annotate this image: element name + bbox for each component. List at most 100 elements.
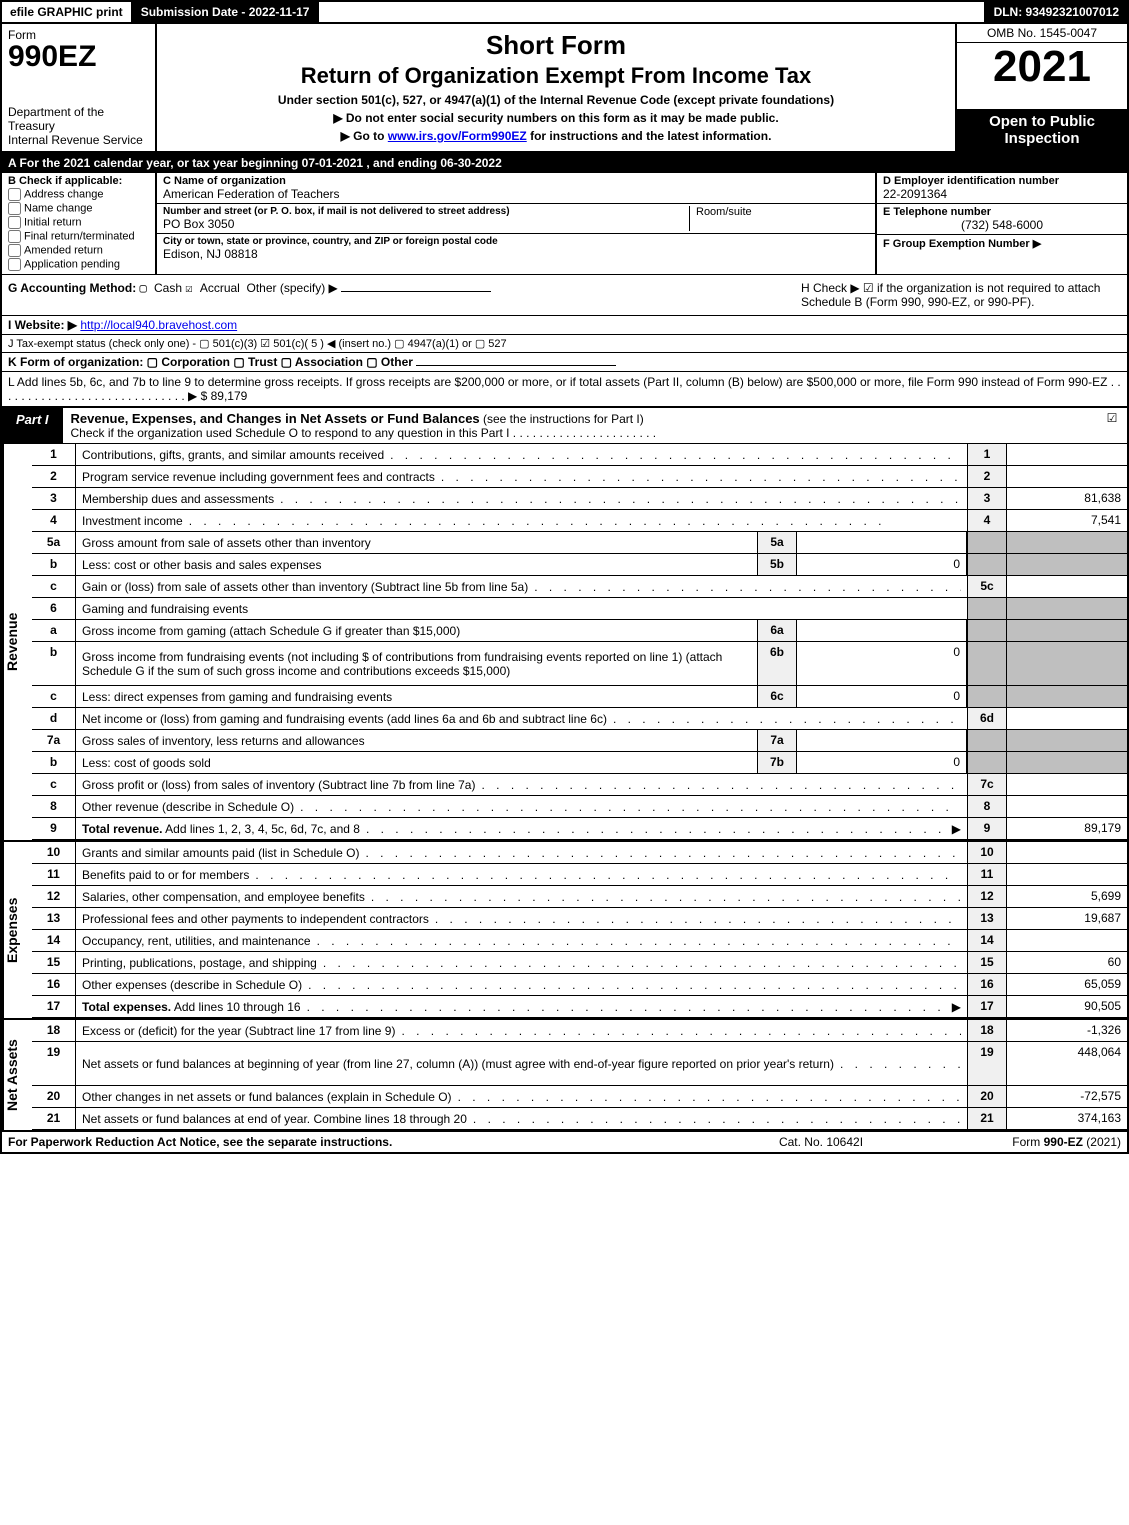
sub-line-number: 6c — [757, 686, 797, 707]
row-number: 3 — [32, 488, 76, 509]
sub-line-number: 7a — [757, 730, 797, 751]
right-line-value — [1007, 686, 1127, 707]
line-h: H Check ▶ ☑ if the organization is not r… — [801, 281, 1121, 309]
right-line-value — [1007, 864, 1127, 885]
right-line-value — [1007, 774, 1127, 795]
right-line-number: 7c — [967, 774, 1007, 795]
row-description: Program service revenue including govern… — [76, 466, 967, 487]
row-description: Total expenses. Add lines 10 through 16.… — [76, 996, 967, 1017]
right-line-number: 13 — [967, 908, 1007, 929]
chk-final-return[interactable]: Final return/terminated — [8, 230, 149, 243]
row-description: Other expenses (describe in Schedule O).… — [76, 974, 967, 995]
line-l-text: L Add lines 5b, 6c, and 7b to line 9 to … — [8, 375, 1121, 403]
right-line-value — [1007, 708, 1127, 729]
irs-link[interactable]: www.irs.gov/Form990EZ — [388, 129, 527, 143]
row-description: Gain or (loss) from sale of assets other… — [76, 576, 967, 597]
right-line-number: 1 — [967, 444, 1007, 465]
right-line-number: 3 — [967, 488, 1007, 509]
org-form-other-input[interactable] — [416, 365, 616, 366]
row-description: Net assets or fund balances at end of ye… — [76, 1108, 967, 1129]
row-number: c — [32, 774, 76, 795]
sub-line-value — [797, 730, 967, 751]
chk-initial-return[interactable]: Initial return — [8, 216, 149, 229]
row-description: Less: direct expenses from gaming and fu… — [76, 686, 757, 707]
sub-line-value: 0 — [797, 752, 967, 773]
row-description: Investment income. . . . . . . . . . . .… — [76, 510, 967, 531]
row-description: Excess or (deficit) for the year (Subtra… — [76, 1020, 967, 1041]
sub-line-number: 5b — [757, 554, 797, 575]
note-goto-pre: ▶ Go to — [341, 129, 388, 143]
line-l-amount: 89,179 — [211, 389, 248, 403]
other-specify: Other (specify) ▶ — [247, 281, 338, 295]
sub-line-value: 0 — [797, 554, 967, 575]
phone-value: (732) 548-6000 — [883, 218, 1121, 232]
right-line-value — [1007, 620, 1127, 641]
website-label: I Website: ▶ — [8, 318, 77, 332]
efile-label[interactable]: efile GRAPHIC print — [2, 2, 133, 22]
other-specify-input[interactable] — [341, 291, 491, 292]
right-line-number: 10 — [967, 842, 1007, 863]
row-description: Professional fees and other payments to … — [76, 908, 967, 929]
right-line-number — [967, 730, 1007, 751]
right-line-number — [967, 620, 1007, 641]
row-description: Other revenue (describe in Schedule O). … — [76, 796, 967, 817]
chk-name-change[interactable]: Name change — [8, 202, 149, 215]
chk-address-change[interactable]: Address change — [8, 188, 149, 201]
right-line-number — [967, 752, 1007, 773]
right-line-number — [967, 554, 1007, 575]
expenses-side-label: Expenses — [2, 842, 32, 1018]
group-exemption-label: F Group Exemption Number ▶ — [883, 237, 1121, 250]
right-line-value: 448,064 — [1007, 1042, 1127, 1085]
row-number: a — [32, 620, 76, 641]
sub-line-number: 6a — [757, 620, 797, 641]
website-link[interactable]: http://local940.bravehost.com — [80, 318, 237, 332]
table-row: 4Investment income. . . . . . . . . . . … — [32, 510, 1127, 532]
right-line-number — [967, 532, 1007, 553]
sub-line-value — [797, 620, 967, 641]
row-number: b — [32, 554, 76, 575]
table-row: dNet income or (loss) from gaming and fu… — [32, 708, 1127, 730]
chk-accrual[interactable]: ☑ — [185, 281, 199, 295]
row-number: 6 — [32, 598, 76, 619]
table-row: 6Gaming and fundraising events — [32, 598, 1127, 620]
sub-line-number: 7b — [757, 752, 797, 773]
org-name: American Federation of Teachers — [163, 187, 869, 201]
right-line-number: 16 — [967, 974, 1007, 995]
submission-date: Submission Date - 2022-11-17 — [133, 2, 320, 22]
right-line-value — [1007, 930, 1127, 951]
right-line-value — [1007, 796, 1127, 817]
part-i-check[interactable]: ☑ — [1097, 408, 1127, 443]
table-row: 5aGross amount from sale of assets other… — [32, 532, 1127, 554]
table-row: 15Printing, publications, postage, and s… — [32, 952, 1127, 974]
right-line-value: 5,699 — [1007, 886, 1127, 907]
city-value: Edison, NJ 08818 — [163, 247, 869, 261]
sub-line-number: 5a — [757, 532, 797, 553]
title-short-form: Short Form — [165, 30, 947, 61]
right-line-value — [1007, 730, 1127, 751]
table-row: 21Net assets or fund balances at end of … — [32, 1108, 1127, 1130]
chk-amended-return[interactable]: Amended return — [8, 244, 149, 257]
chk-cash[interactable]: ▢ — [140, 281, 154, 295]
row-description: Membership dues and assessments. . . . .… — [76, 488, 967, 509]
dln-label: DLN: 93492321007012 — [986, 2, 1127, 22]
section-def: D Employer identification number 22-2091… — [877, 173, 1127, 274]
row-description: Less: cost or other basis and sales expe… — [76, 554, 757, 575]
sub-line-number: 6b — [757, 642, 797, 685]
part-i-title: Revenue, Expenses, and Changes in Net As… — [63, 408, 1097, 443]
table-row: 9Total revenue. Add lines 1, 2, 3, 4, 5c… — [32, 818, 1127, 840]
title-return: Return of Organization Exempt From Incom… — [165, 63, 947, 89]
right-line-value: 90,505 — [1007, 996, 1127, 1017]
right-line-number — [967, 642, 1007, 685]
chk-application-pending[interactable]: Application pending — [8, 258, 149, 271]
row-description: Grants and similar amounts paid (list in… — [76, 842, 967, 863]
table-row: 2Program service revenue including gover… — [32, 466, 1127, 488]
row-description: Net income or (loss) from gaming and fun… — [76, 708, 967, 729]
right-line-value — [1007, 752, 1127, 773]
street-label: Number and street (or P. O. box, if mail… — [163, 206, 689, 217]
city-label: City or town, state or province, country… — [163, 236, 869, 247]
row-description: Other changes in net assets or fund bala… — [76, 1086, 967, 1107]
org-name-label: C Name of organization — [163, 175, 869, 187]
row-description: Printing, publications, postage, and shi… — [76, 952, 967, 973]
right-line-number — [967, 686, 1007, 707]
table-row: 12Salaries, other compensation, and empl… — [32, 886, 1127, 908]
